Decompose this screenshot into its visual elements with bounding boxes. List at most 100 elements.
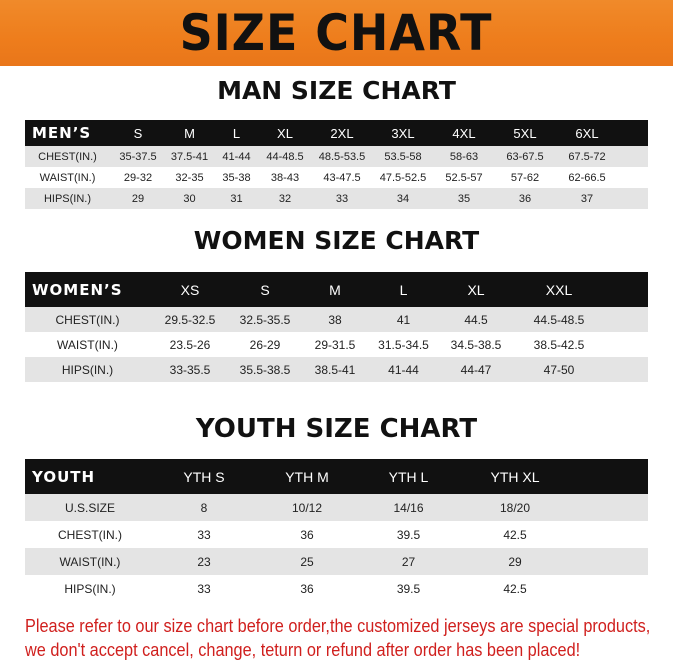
measure-label: HIPS(IN.) <box>64 581 116 596</box>
table-cell: 44-48.5 <box>266 150 304 163</box>
table-cell: 35-38 <box>222 171 251 184</box>
measure-label: CHEST(IN.) <box>38 150 97 163</box>
table-cell: 34.5-38.5 <box>450 337 502 352</box>
measure-label: HIPS(IN.) <box>61 362 114 377</box>
table-row: HIPS(IN.) 33-35.5 35.5-38.5 38.5-41 41-44 44-… <box>25 357 648 382</box>
table-cell: 37.5-41 <box>170 150 209 163</box>
table-cell: 32 <box>278 192 292 205</box>
order-notice: Please refer to our size chart before or… <box>25 614 667 662</box>
size-header: L <box>232 125 241 141</box>
women-title: WOMEN SIZE CHART <box>193 226 480 255</box>
table-cell: 32-35 <box>175 171 204 184</box>
table-cell: 43-47.5 <box>323 171 361 184</box>
table-cell: 10/12 <box>291 500 323 515</box>
measure-label: CHEST(IN.) <box>58 527 122 542</box>
table-cell: 31 <box>230 192 243 205</box>
table-cell: 52.5-57 <box>445 171 483 184</box>
size-header: XXL <box>545 281 573 298</box>
table-cell: 29-31.5 <box>314 337 356 352</box>
table-cell: 38-43 <box>270 171 300 184</box>
youth-size-table: YOUTH YTH S YTH M YTH L YTH XL U.S.SIZE 8 10/12… <box>25 459 648 602</box>
table-cell: 47-50 <box>543 362 575 377</box>
table-cell: 42.5 <box>503 581 527 596</box>
table-cell: 48.5-53.5 <box>318 150 366 163</box>
banner-title: SIZE CHART <box>180 4 493 62</box>
table-cell: 38 <box>328 312 342 327</box>
notice-line: Please refer to our size chart before or… <box>25 615 651 636</box>
measure-label: U.S.SIZE <box>64 500 115 515</box>
table-cell: 44.5-48.5 <box>533 312 585 327</box>
table-cell: 29 <box>508 554 522 569</box>
table-cell: 39.5 <box>396 527 421 542</box>
table-cell: 33 <box>197 527 211 542</box>
table-cell: 58-63 <box>449 150 479 163</box>
table-cell: 38.5-41 <box>314 362 356 377</box>
size-header: XL <box>467 281 485 298</box>
table-cell: 26-29 <box>249 337 281 352</box>
table-row: CHEST(IN.) 35-37.5 37.5-41 41-44 44-48.5 48.5… <box>25 146 648 167</box>
table-cell: 37 <box>580 192 594 205</box>
table-row: CHEST(IN.) 33 36 39.5 42.5 <box>25 521 648 548</box>
measure-label: WAIST(IN.) <box>57 337 118 352</box>
table-row: CHEST(IN.) 29.5-32.5 32.5-35.5 38 41 44.5 44.5… <box>25 307 648 332</box>
measure-label: WAIST(IN.) <box>59 554 121 569</box>
table-cell: 31.5-34.5 <box>378 337 429 352</box>
table-cell: 32.5-35.5 <box>239 312 291 327</box>
table-cell: 41-44 <box>388 362 419 377</box>
men-size-table: MEN’S S M L XL 2XL 3XL 4XL 5XL 6XL CHEST(IN.) 35-37… <box>25 120 648 209</box>
table-cell: 44-47 <box>460 362 492 377</box>
table-cell: 38.5-42.5 <box>533 337 585 352</box>
size-header: 2XL <box>330 125 354 141</box>
banner: SIZE CHART <box>0 0 673 66</box>
table-row: WAIST(IN.) 29-32 32-35 35-38 38-43 43-47.5 47.… <box>25 167 648 188</box>
table-cell: 14/16 <box>393 500 424 515</box>
table-cell: 35-37.5 <box>119 150 157 163</box>
table-cell: 33-35.5 <box>169 362 211 377</box>
table-cell: 23 <box>197 554 211 569</box>
size-header: M <box>329 281 341 298</box>
table-header-row: YOUTH YTH S YTH M YTH L YTH XL <box>25 459 648 494</box>
table-cell: 36 <box>518 192 532 205</box>
size-header: S <box>260 281 270 298</box>
table-cell: 41-44 <box>222 150 251 163</box>
table-cell: 29 <box>131 192 145 205</box>
table-cell: 29.5-32.5 <box>164 312 216 327</box>
table-cell: 18/20 <box>499 500 531 515</box>
table-cell: 35 <box>457 192 471 205</box>
notice-line: we don't accept cancel, change, teturn o… <box>25 639 581 660</box>
table-cell: 25 <box>300 554 314 569</box>
table-cell: 36 <box>300 527 314 542</box>
table-header-row: MEN’S S M L XL 2XL 3XL 4XL 5XL 6XL <box>25 120 648 146</box>
measure-label: HIPS(IN.) <box>43 192 92 205</box>
size-header: 5XL <box>513 125 537 141</box>
youth-title: YOUTH SIZE CHART <box>195 414 478 444</box>
measure-label: CHEST(IN.) <box>55 312 120 327</box>
size-header: YTH M <box>285 468 329 485</box>
table-cell: 39.5 <box>396 581 421 596</box>
table-cell: 36 <box>300 581 314 596</box>
size-header: XL <box>277 125 293 141</box>
table-cell: 62-66.5 <box>568 171 606 184</box>
table-cell: 67.5-72 <box>568 150 606 163</box>
measure-label: WAIST(IN.) <box>39 171 96 184</box>
table-cell: 27 <box>401 554 416 569</box>
table-row: WAIST(IN.) 23.5-26 26-29 29-31.5 31.5-34.5 34… <box>25 332 648 357</box>
size-header: 6XL <box>575 125 599 141</box>
table-cell: 23.5-26 <box>169 337 211 352</box>
table-row: WAIST(IN.) 23 25 27 29 <box>25 548 648 575</box>
table-cell: 41 <box>396 312 411 327</box>
table-cell: 63-67.5 <box>506 150 544 163</box>
women-size-table: WOMEN’S XS S M L XL XXL CHEST(IN.) 29.5-32.5 32.5… <box>25 272 648 382</box>
size-header: YTH S <box>183 468 225 485</box>
size-header: YTH XL <box>490 468 540 485</box>
size-header: M <box>184 125 195 141</box>
table-cell: 44.5 <box>464 312 488 327</box>
table-title-cell: MEN’S <box>32 124 92 142</box>
men-title: MAN SIZE CHART <box>217 76 456 105</box>
size-header: 4XL <box>452 125 476 141</box>
table-row: U.S.SIZE 8 10/12 14/16 18/20 <box>25 494 648 521</box>
table-cell: 35.5-38.5 <box>239 362 291 377</box>
size-header: XS <box>180 281 200 298</box>
table-cell: 30 <box>183 192 196 205</box>
table-cell: 29-32 <box>123 171 153 184</box>
